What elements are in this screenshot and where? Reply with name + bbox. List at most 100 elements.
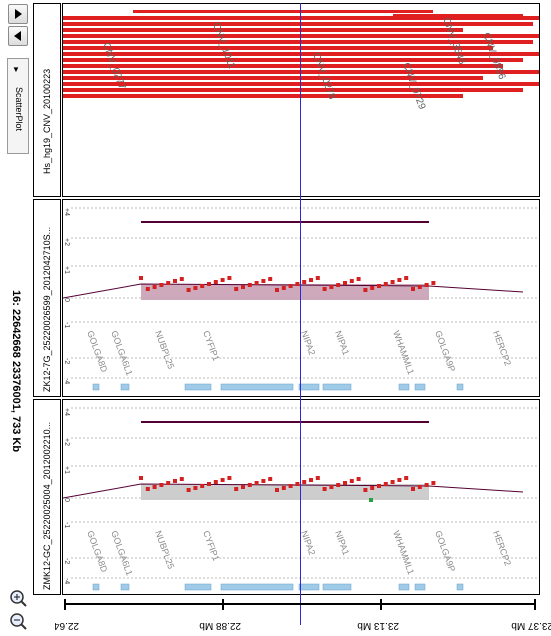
gene-label: CYFIP1: [201, 329, 221, 362]
data-point: [220, 278, 225, 282]
cnv-bar: [63, 34, 539, 38]
data-point: [193, 286, 198, 290]
data-point: [193, 486, 198, 490]
data-point: [356, 477, 361, 481]
data-point: [329, 285, 334, 289]
position-cursor[interactable]: [300, 3, 301, 625]
region-title: 16: 22642668 23376001, 733 Kb: [10, 290, 22, 453]
zoom-in-button[interactable]: [8, 588, 28, 608]
segment-fill: [141, 284, 429, 300]
exon: [456, 583, 464, 591]
data-point: [295, 482, 300, 486]
data-point: [390, 280, 395, 284]
data-point: [200, 284, 205, 288]
plot-type-label: ScatterPlot: [14, 87, 24, 132]
triangle-up-icon: [14, 31, 21, 41]
axis-tick: -4: [63, 578, 70, 584]
cnv-bar: [63, 88, 523, 92]
track-label-text: ZK12-7G_25220026599_2012042710S...: [42, 226, 52, 392]
axis-tick: -2: [63, 358, 70, 364]
data-point: [404, 476, 409, 480]
cnv-bar: [133, 10, 433, 13]
data-point: [390, 480, 395, 484]
exon: [92, 383, 100, 391]
data-point: [227, 276, 232, 280]
data-point: [424, 283, 429, 287]
scroll-down-button[interactable]: [8, 4, 28, 24]
cnv-bar: [63, 70, 539, 74]
exon: [414, 383, 426, 391]
gene-label: WHAMML1: [391, 529, 416, 576]
data-point: [254, 481, 259, 485]
data-point: [417, 485, 422, 489]
data-point: [227, 476, 232, 480]
gene-label: GOLGA8D: [85, 329, 109, 374]
data-point: [166, 281, 171, 285]
axis-tick: -1: [63, 522, 70, 528]
data-point: [363, 288, 368, 292]
data-point: [179, 477, 184, 481]
cnv-bar: [63, 22, 533, 26]
data-point: [261, 479, 266, 483]
data-point: [275, 288, 279, 292]
gene-label: NIPA1: [333, 529, 351, 556]
data-point: [254, 281, 259, 285]
cnv-bar: [63, 28, 463, 32]
data-point: [268, 477, 273, 481]
cnv-bar: [63, 46, 493, 50]
exon: [398, 383, 410, 391]
axis-tick: +4: [63, 208, 70, 216]
axis-tick: +2: [63, 438, 70, 446]
data-point: [275, 488, 279, 492]
data-point: [397, 278, 402, 282]
exon: [120, 583, 130, 591]
data-point: [370, 486, 375, 490]
gene-label: NUBPL25: [153, 329, 176, 370]
gene-label: GOLGA9P: [433, 329, 457, 373]
data-point: [166, 481, 171, 485]
cnv-bar: [63, 16, 539, 20]
cnv-bar: [63, 82, 539, 86]
exon: [92, 583, 100, 591]
data-point: [200, 484, 205, 488]
sample-1-panel[interactable]: +4 +2 +1 0 -1 -2 -4 GOLGA8D GOLGA6L1 NUBPL25 CYFIP…: [62, 199, 540, 397]
data-point: [241, 285, 245, 289]
data-point: [377, 484, 381, 488]
gene-label: NUBPL25: [153, 529, 176, 570]
data-point: [173, 279, 177, 283]
ruler-label: 22.88 Mb: [199, 620, 241, 631]
cnv-track-panel[interactable]: CNV_0277 CNV_0278 CNV_0729 CNV_0856 CNV_1011…: [62, 3, 540, 197]
data-point: [315, 476, 320, 480]
axis-tick: -4: [63, 378, 70, 384]
zoom-out-icon: [10, 613, 27, 630]
track-label-sample-2[interactable]: ZMK12-GC_25220025004_2012002210...: [33, 399, 61, 595]
sample-2-panel[interactable]: +4 +2 +1 0 -1 -2 -4 GOLGA8D GOLGA6L1 NUBPL25 CYFIP…: [62, 399, 540, 595]
data-point: [431, 281, 436, 285]
data-point: [309, 278, 313, 282]
axis-tick: +1: [63, 466, 70, 474]
chevron-down-icon: ▼: [12, 65, 20, 74]
sample-2-svg: +4 +2 +1 0 -1 -2 -4 GOLGA8D GOLGA6L1 NUBPL25 CYFIP…: [62, 407, 539, 591]
data-point: [315, 276, 320, 280]
data-point: [377, 284, 381, 288]
data-point: [281, 486, 286, 490]
track-label-sample-1[interactable]: ZK12-7G_25220026599_2012042710S...: [33, 199, 61, 397]
data-point: [145, 487, 150, 491]
zoom-out-button[interactable]: [8, 611, 28, 631]
data-point: [207, 282, 211, 286]
cnv-bar: [63, 58, 523, 62]
track-label-cnv[interactable]: Hs_hg19_CNV_20100223: [33, 3, 61, 197]
gene-label: CYFIP1: [201, 529, 221, 562]
axis-tick: +1: [63, 266, 70, 274]
data-point: [152, 485, 157, 489]
trend-line: [62, 483, 524, 499]
plot-type-dropdown[interactable]: ▼ ScatterPlot: [7, 58, 29, 154]
trend-line: [62, 283, 524, 299]
scroll-up-button[interactable]: [8, 26, 28, 46]
data-point: [213, 280, 218, 284]
zoom-in-icon: [10, 590, 27, 607]
data-point: [207, 482, 211, 486]
axis-tick: -1: [63, 322, 70, 328]
gene-label: GOLGA6L1: [109, 529, 134, 577]
data-point: [424, 483, 429, 487]
